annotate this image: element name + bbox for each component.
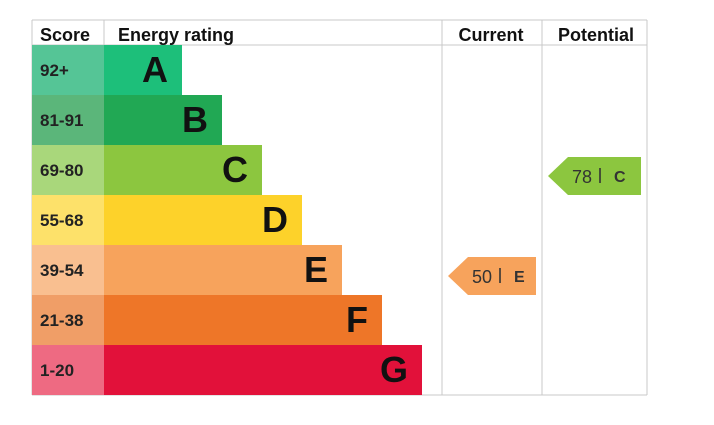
score-cell-g: [32, 345, 104, 395]
header-score: Score: [40, 25, 90, 45]
band-letter-c: C: [222, 149, 248, 190]
band-letter-a: A: [142, 49, 168, 90]
current-rating-value: 50: [472, 267, 492, 287]
band-bar-g: [104, 345, 422, 395]
score-label-b: 81-91: [40, 111, 83, 130]
band-letter-e: E: [304, 249, 328, 290]
score-label-g: 1-20: [40, 361, 74, 380]
band-bar-d: [104, 195, 302, 245]
score-cell-d: [32, 195, 104, 245]
header-current: Current: [458, 25, 523, 45]
rating-indicators: 50 E 78 C: [448, 157, 641, 295]
score-label-f: 21-38: [40, 311, 83, 330]
header-energy-rating: Energy rating: [118, 25, 234, 45]
header-potential: Potential: [558, 25, 634, 45]
potential-rating-arrow: [548, 157, 641, 195]
score-label-d: 55-68: [40, 211, 83, 230]
score-cell-c: [32, 145, 104, 195]
band-bar-a: [104, 45, 182, 95]
score-label-e: 39-54: [40, 261, 84, 280]
score-cell-e: [32, 245, 104, 295]
current-rating-arrow: [448, 257, 536, 295]
band-letter-b: B: [182, 99, 208, 140]
current-rating-letter: E: [514, 269, 525, 286]
score-cell-a: [32, 45, 104, 95]
band-bar-e: [104, 245, 342, 295]
score-cell-b: [32, 95, 104, 145]
score-label-a: 92+: [40, 61, 69, 80]
potential-rating-value: 78: [572, 167, 592, 187]
rating-bands: 92+ A 81-91 B 69-80 C 55-68 D 39-54 E 21-38 F 1-20 G: [32, 45, 422, 395]
band-letter-f: F: [346, 299, 368, 340]
score-cell-f: [32, 295, 104, 345]
band-letter-g: G: [380, 349, 408, 390]
band-bar-c: [104, 145, 262, 195]
band-bar-f: [104, 295, 382, 345]
score-label-c: 69-80: [40, 161, 83, 180]
band-bar-b: [104, 95, 222, 145]
potential-rating-letter: C: [614, 169, 626, 186]
band-letter-d: D: [262, 199, 288, 240]
